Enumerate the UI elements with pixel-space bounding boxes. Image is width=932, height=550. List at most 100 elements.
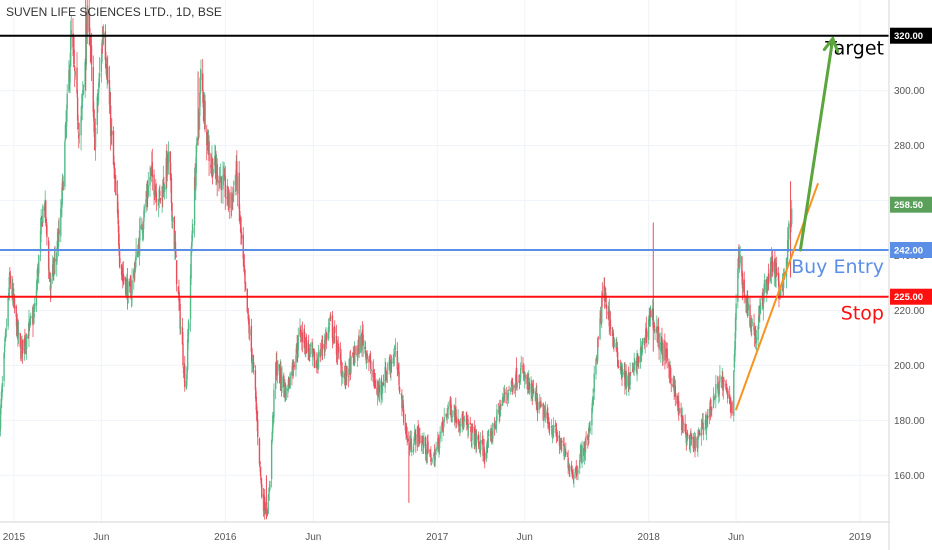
candle-body [416, 426, 419, 448]
level-annotation[interactable]: Buy Entry [791, 256, 884, 278]
candle-body [503, 391, 506, 398]
candle-body [661, 337, 663, 355]
candle-body [46, 224, 48, 238]
candle-body [239, 210, 241, 222]
candle-body [479, 440, 482, 451]
candle-body [178, 299, 181, 303]
candle-body [548, 425, 550, 431]
candle-body [335, 335, 338, 355]
candle-body [435, 447, 437, 451]
candle-body [307, 345, 310, 352]
candle-body [563, 451, 566, 458]
candle-body [246, 288, 248, 312]
candle-body [368, 359, 370, 362]
candle-body [561, 440, 563, 444]
candle-body [542, 403, 544, 421]
candle-body [569, 467, 571, 469]
candle-body [427, 441, 429, 453]
candle-body [320, 353, 322, 355]
candle-body [462, 413, 464, 422]
candle-body [488, 434, 490, 437]
candle-body [171, 202, 173, 221]
candle-body [311, 341, 313, 355]
candle-body [280, 367, 282, 383]
candle-body [558, 435, 561, 446]
candle-body [211, 158, 214, 178]
candle-body [510, 381, 513, 386]
candle-body [653, 321, 655, 327]
candle-body [0, 398, 2, 408]
candle-body [499, 407, 502, 416]
candle-body [579, 453, 582, 458]
candle-body [682, 415, 684, 425]
candle-body [159, 191, 161, 196]
candle-body [170, 178, 173, 204]
candle-body [446, 413, 448, 417]
candle-body [601, 293, 604, 297]
candle-body [332, 337, 334, 341]
candle-body [423, 437, 425, 446]
candle-body [791, 208, 793, 225]
candle-body [177, 286, 180, 294]
candle-body [336, 345, 339, 358]
candle-body [64, 141, 66, 187]
candle-body [357, 344, 359, 352]
candle-body [766, 281, 768, 292]
candle-body [373, 369, 375, 382]
candle-body [325, 333, 328, 341]
candle-body [516, 382, 518, 388]
x-tick-label: 2017 [426, 532, 449, 543]
level-annotation[interactable]: Target [824, 38, 884, 60]
candle-body [439, 431, 441, 439]
candle-body [540, 401, 542, 408]
candle-body [268, 493, 270, 502]
candle-body [39, 230, 42, 253]
candle-body [400, 393, 403, 396]
candle-body [636, 353, 638, 376]
candle-body [593, 373, 595, 393]
candle-body [70, 29, 72, 38]
candle-body [495, 420, 498, 430]
candle-body [145, 199, 147, 208]
candle-body [268, 488, 271, 493]
x-tick-label: Jun [93, 532, 109, 543]
candle-body [382, 383, 385, 386]
candle-body [599, 318, 601, 339]
candle-body [293, 364, 295, 368]
candle-body [69, 36, 72, 67]
candle-body [638, 356, 640, 363]
candle-body [577, 470, 579, 473]
candle-body [347, 376, 350, 378]
candle-body [712, 395, 715, 409]
target-arrow[interactable] [798, 36, 835, 252]
candle-body [632, 368, 634, 372]
candle-body [430, 463, 433, 465]
candle-body [483, 447, 485, 456]
price-axis[interactable]: 160.00180.00200.00220.00240.00260.00280.… [894, 86, 925, 482]
candle-body [595, 357, 598, 361]
candle-body [779, 288, 782, 298]
candle-body [208, 141, 210, 162]
candle-body [301, 332, 304, 342]
candle-body [751, 320, 753, 326]
y-tick-label: 180.00 [894, 416, 925, 427]
candle-body [601, 296, 603, 324]
candle-body [611, 331, 613, 333]
candle-body [382, 384, 384, 387]
candle-body [762, 301, 765, 310]
candle-body [698, 432, 701, 436]
candle-body [565, 451, 567, 455]
candle-body [523, 371, 525, 380]
y-tick-label: 200.00 [894, 361, 925, 372]
candle-body [60, 210, 63, 212]
time-axis[interactable]: 2015 Jun 2016 Jun 2017 Jun 2018 Jun 2019 [3, 532, 872, 543]
candle-body [198, 118, 200, 123]
candle-body [713, 397, 715, 398]
level-annotation[interactable]: Stop [841, 303, 884, 325]
candle-body [247, 311, 249, 312]
candle-body [524, 376, 526, 382]
candle-body [72, 33, 74, 48]
candle-body [219, 175, 222, 177]
candle-body [192, 227, 194, 234]
candle-body [474, 439, 476, 447]
